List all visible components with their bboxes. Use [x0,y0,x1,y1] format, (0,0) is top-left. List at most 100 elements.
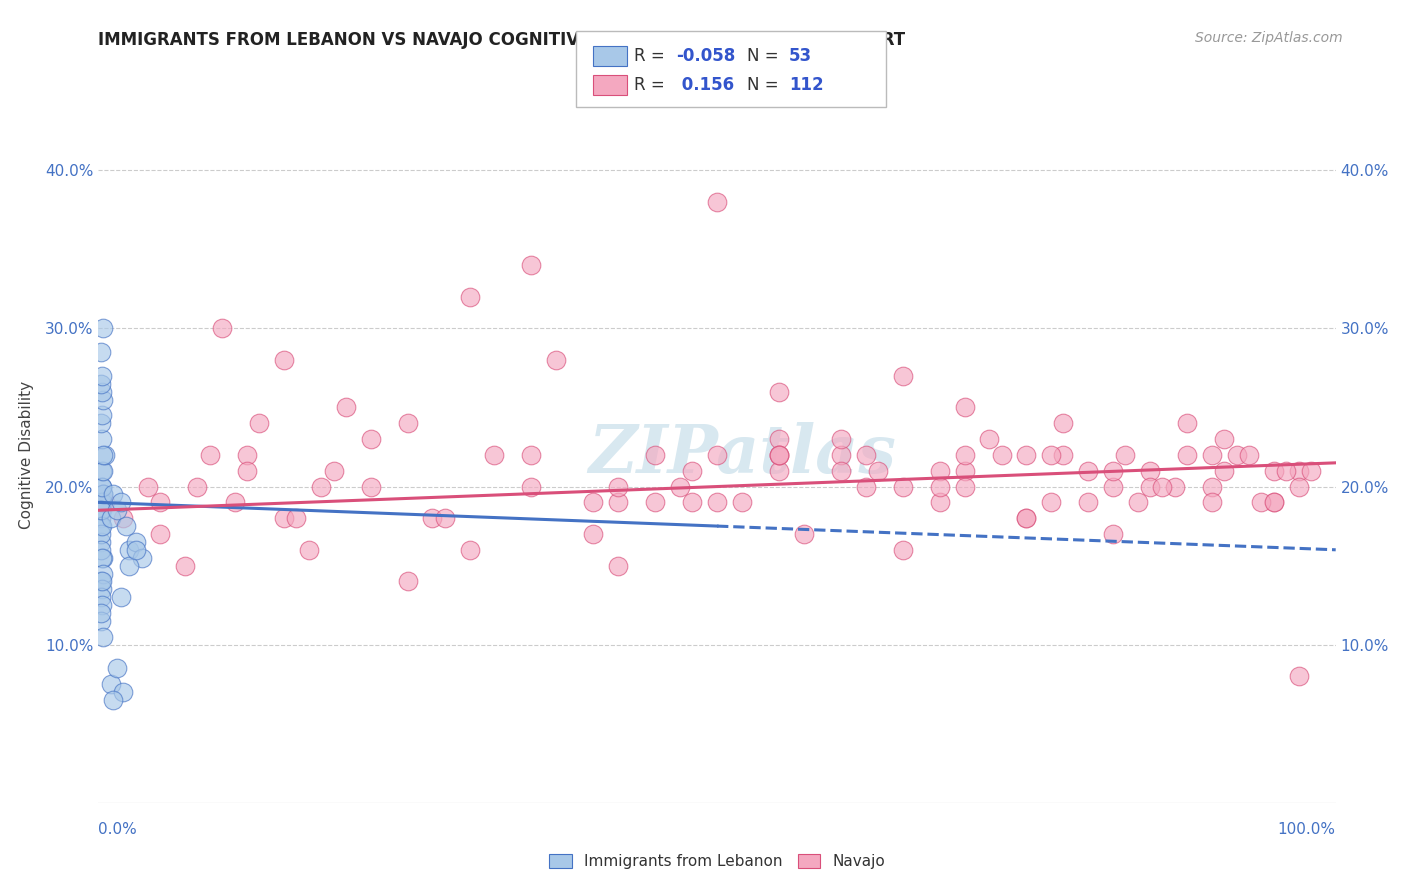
Point [110,591,132,605]
Point [1250,495,1272,509]
Point [91,495,114,509]
Point [1263,495,1285,509]
Point [1226,448,1249,462]
Point [236,464,259,478]
Point [112,511,135,525]
Point [396,574,419,589]
Point [91,479,114,493]
Point [360,432,382,446]
Point [90,534,112,549]
Point [1040,495,1063,509]
Point [669,479,692,493]
Point [520,479,543,493]
Point [91,384,114,399]
Point [335,401,357,415]
Point [91,582,114,597]
Point [1077,495,1099,509]
Point [90,503,112,517]
Point [93,464,115,478]
Point [891,542,914,557]
Point [93,392,115,407]
Point [1077,464,1099,478]
Point [90,417,112,431]
Point [93,448,115,462]
Point [928,495,950,509]
Point [198,448,221,462]
Text: 0.156: 0.156 [676,76,734,94]
Point [681,464,703,478]
Point [149,495,172,509]
Point [953,448,976,462]
Text: IMMIGRANTS FROM LEBANON VS NAVAJO COGNITIVE DISABILITY CORRELATION CHART: IMMIGRANTS FROM LEBANON VS NAVAJO COGNIT… [98,31,905,49]
Point [91,598,114,612]
Point [706,448,728,462]
Point [768,384,790,399]
Point [1139,464,1161,478]
Point [90,495,112,509]
Point [928,479,950,493]
Point [768,448,790,462]
Point [91,368,114,383]
Point [433,511,456,525]
Point [1288,479,1310,493]
Point [768,464,790,478]
Point [607,495,630,509]
Point [91,519,114,533]
Point [731,495,754,509]
Point [93,487,115,501]
Point [1299,464,1322,478]
Point [309,479,332,493]
Point [236,448,259,462]
Point [360,479,382,493]
Point [103,693,125,707]
Point [100,511,122,525]
Point [93,448,115,462]
Point [768,448,790,462]
Point [174,558,197,573]
Point [91,432,114,446]
Point [1263,495,1285,509]
Point [1213,464,1236,478]
Point [110,495,132,509]
Point [91,409,114,423]
Point [91,503,114,517]
Point [706,495,728,509]
Point [1114,448,1136,462]
Point [855,448,877,462]
Point [1237,448,1260,462]
Point [1164,479,1187,493]
Point [1102,527,1125,541]
Point [90,574,112,589]
Point [112,685,135,699]
Text: Source: ZipAtlas.com: Source: ZipAtlas.com [1195,31,1343,45]
Point [1152,479,1174,493]
Point [90,345,112,359]
Point [91,479,114,493]
Point [830,432,852,446]
Point [136,479,159,493]
Point [1015,511,1038,525]
Point [484,448,506,462]
Point [953,464,976,478]
Point [1052,417,1074,431]
Point [211,321,233,335]
Point [1102,464,1125,478]
Point [520,258,543,272]
Text: 100.0%: 100.0% [1278,822,1336,837]
Point [830,464,852,478]
Point [953,401,976,415]
Text: N =: N = [747,47,783,65]
Point [1015,511,1038,525]
Point [990,448,1012,462]
Point [582,495,605,509]
Point [1175,417,1198,431]
Point [90,614,112,628]
Point [979,432,1001,446]
Point [396,417,419,431]
Point [644,448,666,462]
Point [1213,432,1236,446]
Point [90,606,112,620]
Point [1201,495,1223,509]
Text: 53: 53 [789,47,811,65]
Text: 0.0%: 0.0% [98,822,138,837]
